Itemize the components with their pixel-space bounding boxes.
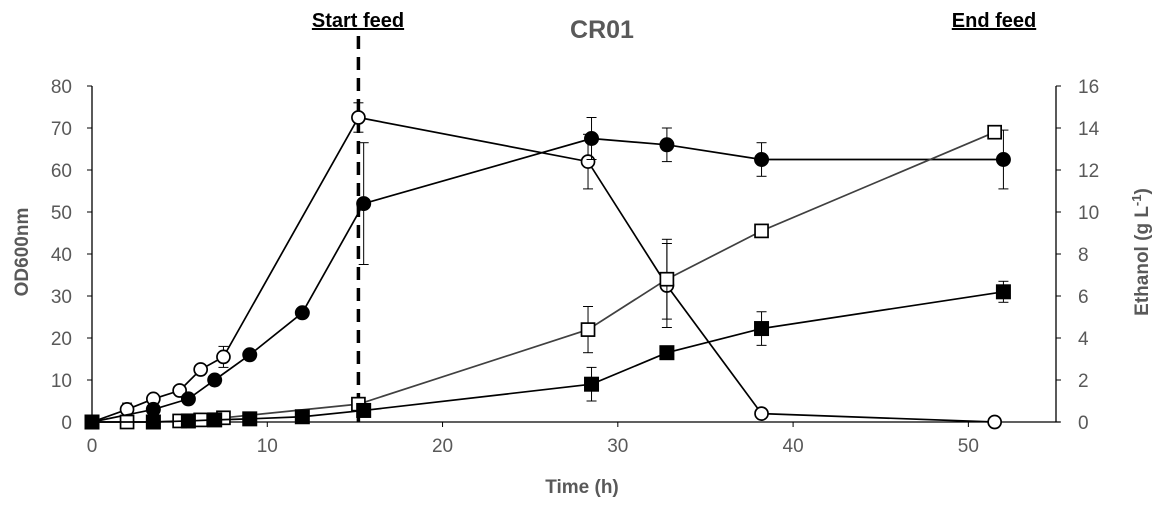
data-point-circle-open (351, 110, 366, 125)
series-circle-filled (84, 117, 1011, 430)
y-axis-right-title-main: Ethanol (g L (1132, 206, 1153, 316)
y-left-tick-label: 80 (51, 77, 72, 98)
y-left-tick-label: 60 (51, 161, 72, 182)
data-point-circle-filled (754, 152, 770, 167)
data-point-square-filled (207, 412, 223, 428)
y-right-tick-label: 8 (1078, 245, 1089, 266)
y-left-tick-label: 40 (51, 245, 72, 266)
data-point-square-filled (584, 376, 600, 392)
x-tick-label: 40 (783, 436, 804, 457)
y-right-tick-label: 12 (1078, 161, 1099, 182)
y-axis-right-title-close: ) (1132, 188, 1153, 194)
data-point-square-filled (84, 414, 100, 430)
data-point-square-open (659, 271, 675, 287)
y-right-tick-label: 14 (1078, 119, 1100, 140)
data-point-square-filled (754, 321, 770, 337)
axes: 0 10 20 30 40 50 0 10 20 30 40 50 60 70 80 0 2 4 6 8 10 12 14 1… (51, 77, 1100, 457)
y-right-tick-label: 2 (1078, 371, 1089, 392)
data-point-circle-filled (242, 347, 258, 363)
series-layer (84, 102, 1011, 430)
y-right-tick-label: 6 (1078, 287, 1089, 308)
y-left-tick-label: 70 (51, 119, 72, 140)
data-point-square-filled (356, 402, 372, 418)
end-feed-annotation: End feed (952, 10, 1036, 32)
data-point-circle-open (754, 406, 769, 421)
series-line (91, 116, 995, 423)
data-point-square-open (754, 223, 769, 239)
data-point-circle-filled (180, 391, 196, 407)
y-right-tick-label: 16 (1078, 77, 1099, 98)
series-square-filled (84, 280, 1011, 430)
y-axis-right-title-sup: -1 (1129, 195, 1144, 207)
data-point-circle-filled (584, 131, 600, 146)
data-point-square-filled (659, 345, 675, 361)
y-left-tick-label: 20 (51, 329, 72, 350)
series-square-open (84, 124, 1003, 430)
data-point-circle-open (193, 362, 209, 377)
data-point-square-open (580, 322, 596, 337)
data-point-circle-filled (207, 372, 223, 388)
data-point-circle-filled (294, 305, 310, 321)
data-point-circle-open (216, 349, 231, 365)
series-line (91, 137, 1004, 423)
y-left-tick-label: 0 (61, 413, 72, 434)
data-point-circle-filled (659, 137, 675, 153)
chart-title: CR01 (570, 16, 634, 44)
data-point-square-open (987, 124, 1003, 140)
data-point-circle-filled (145, 401, 161, 417)
y-left-tick-label: 10 (51, 371, 72, 392)
y-left-tick-label: 50 (51, 203, 72, 224)
data-point-circle-filled (995, 152, 1011, 167)
y-axis-left-title: OD600nm (12, 208, 33, 297)
data-point-circle-filled (356, 196, 372, 212)
start-feed-annotation: Start feed (312, 10, 404, 32)
x-axis-title: Time (h) (545, 477, 619, 498)
y-right-tick-label: 10 (1078, 203, 1099, 224)
x-tick-label: 0 (87, 436, 98, 457)
data-point-circle-open (172, 383, 187, 398)
y-left-tick-label: 30 (51, 287, 72, 308)
data-point-square-filled (995, 284, 1011, 300)
x-tick-label: 20 (432, 436, 453, 457)
data-point-square-filled (294, 409, 310, 425)
data-point-square-filled (145, 414, 161, 430)
data-point-circle-open (987, 414, 1003, 430)
y-axis-right-title: Ethanol (g L-1) (1129, 188, 1153, 316)
data-point-square-filled (242, 411, 258, 427)
x-tick-label: 10 (257, 436, 278, 457)
data-point-square-filled (180, 413, 196, 429)
y-right-tick-label: 4 (1078, 329, 1089, 350)
y-right-tick-label: 0 (1078, 413, 1089, 434)
x-tick-label: 30 (607, 436, 628, 457)
series-line (92, 131, 995, 423)
data-point-circle-open (580, 154, 596, 169)
x-tick-label: 50 (958, 436, 979, 457)
